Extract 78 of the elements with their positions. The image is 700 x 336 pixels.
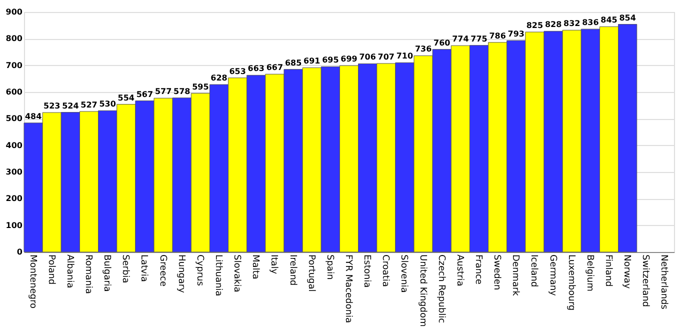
x-tick-label: Cyprus: [194, 254, 204, 286]
x-tick-label: Latvia: [138, 254, 149, 282]
y-tick-label: 100: [6, 220, 23, 230]
data-label: 691: [304, 56, 321, 66]
x-tick-label: Norway: [622, 254, 632, 290]
x-tick-label: Malta: [250, 254, 260, 280]
x-tick-label: Slovakia: [232, 254, 242, 292]
x-tick-label: Serbia: [120, 254, 130, 284]
x-tick-label: Czech Republic: [436, 254, 446, 324]
x-tick-label: Slovenia: [398, 254, 409, 293]
x-tick-label: Luxembourg: [566, 254, 576, 311]
data-label: 524: [62, 101, 80, 110]
x-tick-label: Finland: [603, 254, 613, 287]
y-tick-label: 200: [6, 194, 23, 204]
x-tick-label: Austria: [454, 254, 464, 286]
x-tick-label: FYR Macedonia: [343, 254, 353, 323]
data-label: 845: [600, 16, 618, 25]
x-tick-label: Italy: [268, 254, 279, 275]
data-label: 707: [378, 52, 394, 62]
x-tick-label: Portugal: [306, 254, 316, 292]
data-label: 854: [619, 13, 636, 22]
y-tick-label: 0: [16, 248, 23, 256]
data-label: 523: [44, 102, 60, 111]
y-tick-label: 300: [6, 168, 23, 176]
x-tick-label: Albania: [64, 254, 74, 288]
data-label: 484: [24, 112, 42, 121]
data-label: 736: [414, 44, 432, 54]
x-tick-label: Romania: [83, 254, 93, 294]
data-label: 527: [80, 100, 98, 110]
data-label: 628: [210, 74, 228, 83]
data-label: 832: [564, 19, 580, 28]
y-tick-label: 400: [6, 140, 23, 150]
data-label: 530: [99, 100, 116, 109]
data-label: 567: [136, 90, 154, 99]
x-tick-label: Sweden: [492, 254, 502, 290]
data-label: 653: [229, 66, 246, 76]
x-tick-label: Lithuania: [213, 254, 223, 296]
data-label: 825: [526, 21, 544, 30]
data-label: 699: [340, 54, 358, 64]
x-tick-label: Hungary: [176, 254, 186, 294]
x-tick-label: Switzerland: [640, 254, 650, 307]
data-label: 793: [508, 30, 524, 39]
data-label: 667: [266, 63, 284, 72]
y-tick-label: 800: [6, 34, 23, 44]
data-label: 554: [118, 93, 135, 102]
x-tick-label: Bulgaria: [102, 254, 112, 292]
x-tick-label: United Kingdom: [417, 254, 428, 327]
data-label: 786: [489, 31, 506, 40]
x-tick-label: Montenegro: [27, 254, 38, 309]
x-tick-label: Germany: [547, 254, 558, 297]
y-tick-label: 900: [6, 8, 23, 16]
x-tick-label: Spain: [324, 254, 334, 280]
x-tick-label: Belgium: [584, 254, 594, 292]
data-label: 836: [582, 18, 600, 28]
data-label: 663: [248, 64, 264, 74]
data-label: 685: [284, 58, 302, 68]
data-label: 775: [470, 34, 488, 44]
data-label: 595: [192, 82, 210, 92]
x-tick-label: Poland: [46, 254, 56, 285]
x-tick-label: Estonia: [362, 254, 372, 288]
x-tick-label: Denmark: [510, 254, 520, 297]
data-label: 578: [174, 86, 191, 96]
y-tick-label: 700: [6, 60, 23, 70]
data-label: 577: [154, 87, 172, 96]
data-label: 828: [544, 20, 562, 30]
x-tick-label: Greece: [157, 254, 168, 287]
data-label: 706: [359, 52, 376, 62]
x-tick-label: Iceland: [528, 254, 539, 288]
x-tick-label: France: [473, 254, 483, 285]
x-tick-label: Croatia: [380, 254, 390, 287]
data-label: 774: [452, 34, 470, 44]
x-tick-label: Ireland: [287, 254, 298, 286]
y-tick-label: 600: [6, 88, 23, 96]
x-tick-label: Netherlands: [658, 254, 669, 310]
data-label: 710: [396, 52, 414, 61]
data-label: 760: [434, 38, 451, 48]
y-tick-label: 500: [6, 114, 23, 124]
data-label: 695: [322, 56, 340, 65]
